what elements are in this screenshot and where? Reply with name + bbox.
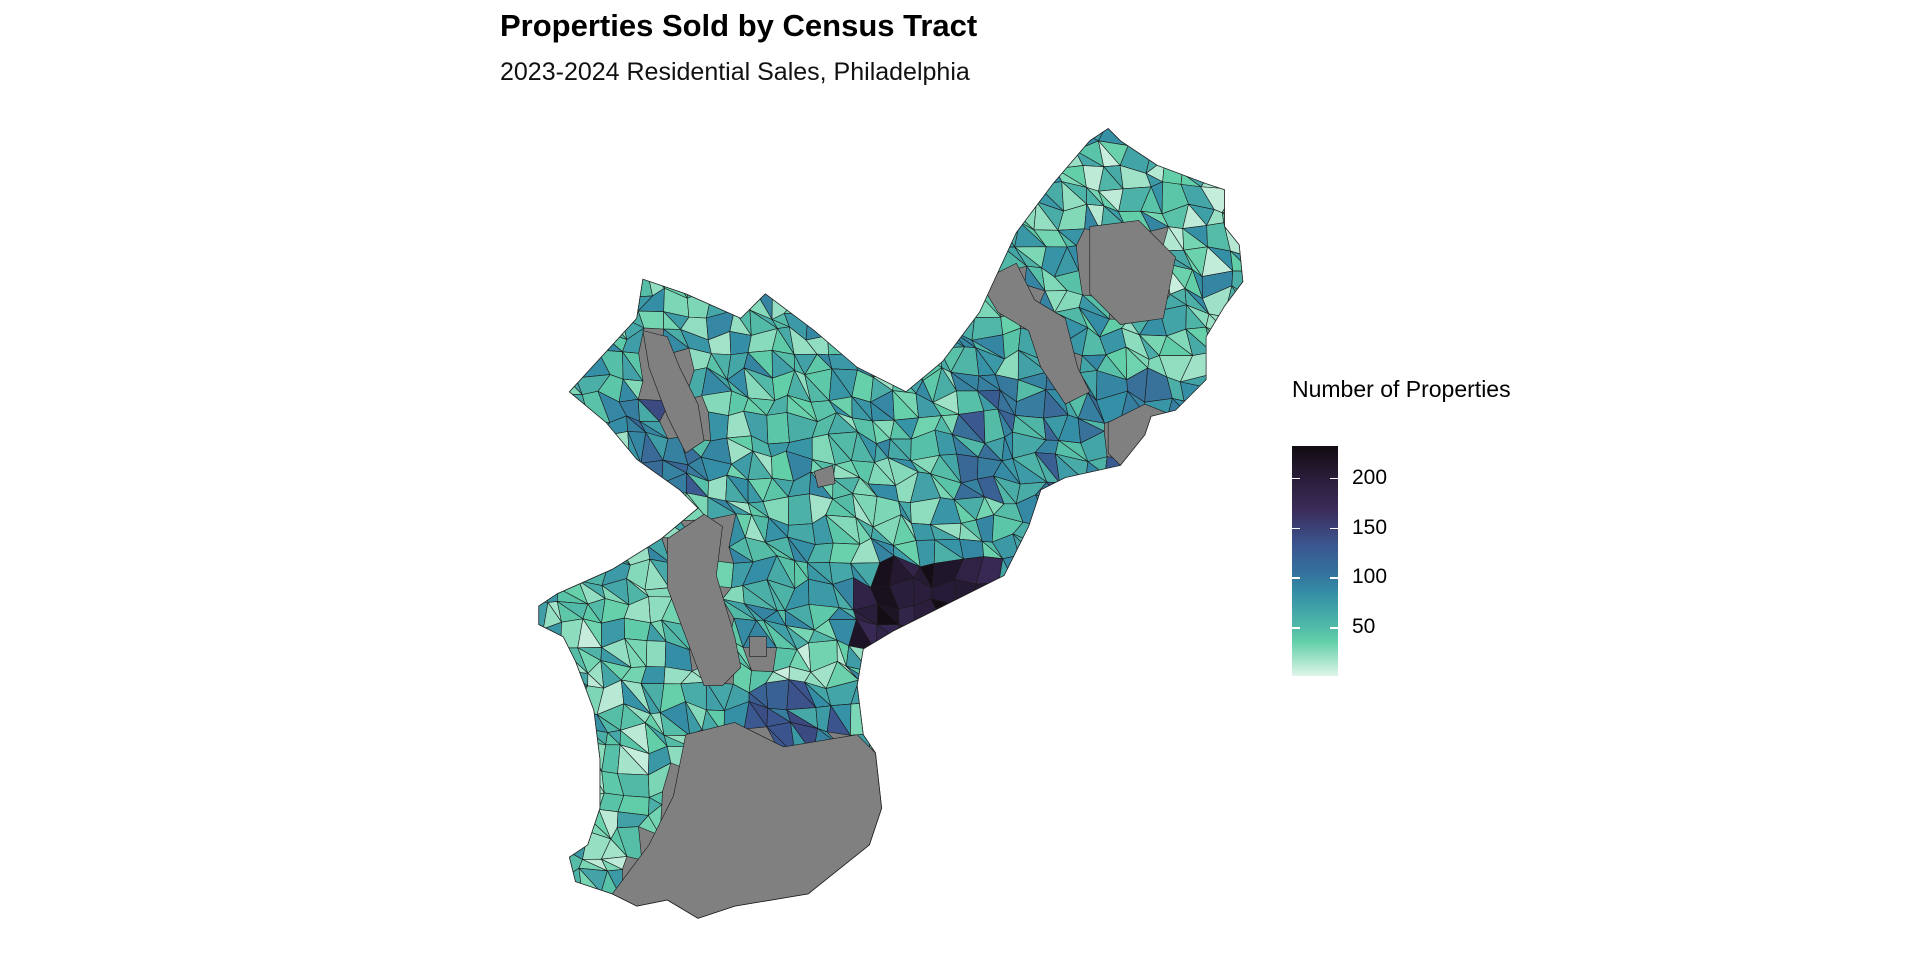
legend-tick-mark <box>1330 577 1338 579</box>
census-tract <box>868 733 902 747</box>
census-tract <box>578 796 600 810</box>
census-tract <box>929 327 966 349</box>
census-tract <box>850 701 880 736</box>
census-tract <box>1118 457 1151 482</box>
chart-subtitle: 2023-2024 Residential Sales, Philadelphi… <box>500 58 970 86</box>
no-data-tract <box>979 262 1091 405</box>
no-data-tract <box>667 513 742 687</box>
chart-title: Properties Sold by Census Tract <box>500 8 978 43</box>
legend-tick-mark <box>1292 627 1300 629</box>
census-tract <box>959 538 985 560</box>
census-tract <box>877 349 899 371</box>
no-data-tract <box>749 636 767 657</box>
census-tract <box>1140 210 1170 232</box>
census-tract <box>826 704 852 736</box>
census-tract <box>896 624 916 641</box>
census-tract <box>954 579 977 606</box>
legend-tick-mark <box>1292 577 1300 579</box>
census-tract <box>999 223 1016 248</box>
census-tract <box>972 246 999 275</box>
no-data-tract <box>813 464 836 488</box>
census-tract <box>930 598 958 630</box>
census-tract <box>1205 313 1234 339</box>
legend-tick-mark <box>1330 627 1338 629</box>
census-tract <box>1213 164 1236 191</box>
legend-tick-label: 200 <box>1352 465 1388 489</box>
no-data-tract <box>1089 220 1176 325</box>
census-tract <box>827 334 857 356</box>
census-tract <box>1024 265 1046 292</box>
census-tract <box>868 733 902 750</box>
census-tract <box>538 580 549 603</box>
census-tract <box>1221 183 1243 214</box>
census-tract <box>892 368 917 394</box>
census-tract <box>765 679 790 711</box>
legend-tick-label: 100 <box>1352 565 1388 589</box>
census-tract <box>721 286 757 311</box>
census-tract <box>766 901 787 919</box>
census-tract <box>1118 457 1152 486</box>
census-tract <box>646 640 667 668</box>
census-tract <box>722 287 751 311</box>
census-tract <box>561 685 589 710</box>
legend-colorbar <box>1292 446 1338 676</box>
census-tract <box>783 286 813 315</box>
census-tract <box>828 353 858 371</box>
census-tract <box>1162 158 1183 185</box>
census-tract <box>973 582 1007 607</box>
legend-tick-mark <box>1330 477 1338 480</box>
census-tract <box>1036 160 1063 186</box>
census-tract <box>766 412 790 445</box>
legend-tick-mark <box>1292 477 1300 480</box>
census-tract <box>577 420 598 438</box>
census-tract <box>1035 494 1062 528</box>
census-tract <box>913 347 943 369</box>
census-tract <box>637 814 661 837</box>
census-tract <box>894 349 924 381</box>
census-tract <box>787 493 813 526</box>
legend-tick-mark <box>1292 527 1300 530</box>
legend-tick-label: 50 <box>1352 615 1376 639</box>
census-tract <box>1150 146 1166 161</box>
census-tract <box>686 274 714 299</box>
census-tract <box>743 700 768 730</box>
legend-tick-label: 150 <box>1352 515 1388 539</box>
census-tract <box>596 316 628 341</box>
census-tract <box>872 351 896 378</box>
census-tract <box>707 411 729 442</box>
legend-tick-mark <box>1330 527 1338 530</box>
census-tract <box>1205 326 1228 353</box>
census-tract <box>640 459 664 484</box>
census-tract <box>561 693 577 713</box>
census-tract <box>874 825 899 852</box>
census-tract <box>707 496 737 521</box>
no-data-tract <box>642 330 705 454</box>
census-tract <box>538 597 549 630</box>
census-tract <box>687 267 714 290</box>
legend-title: Number of Properties <box>1292 376 1511 402</box>
census-tract <box>1200 169 1236 190</box>
census-tract <box>546 579 559 603</box>
